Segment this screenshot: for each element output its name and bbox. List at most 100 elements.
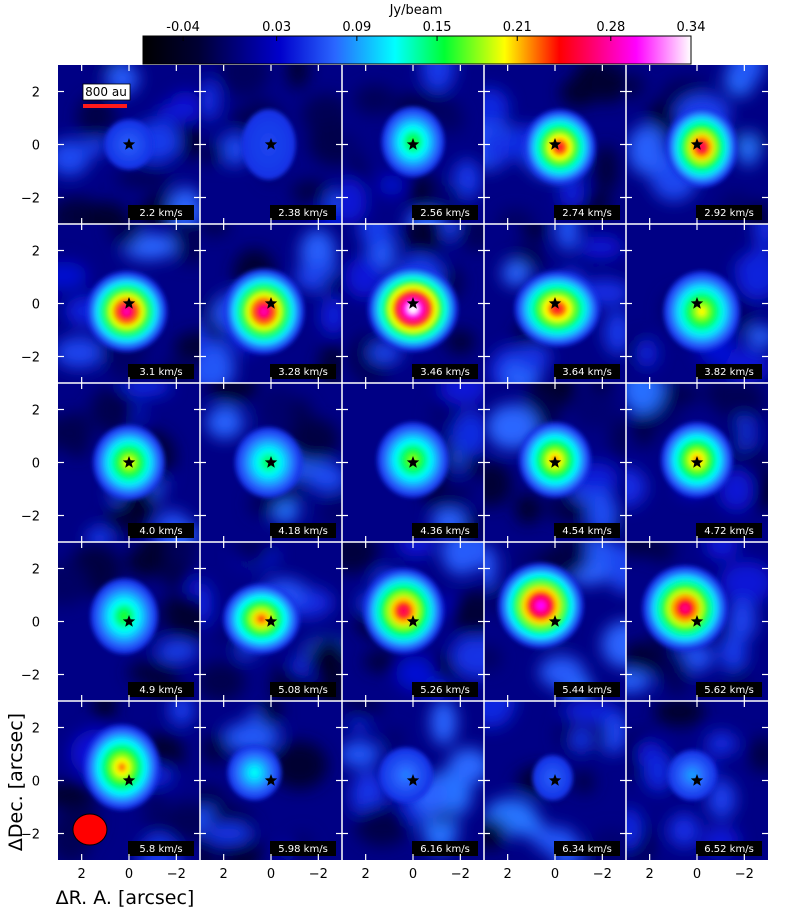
noise-blob [728, 65, 765, 85]
star-marker [690, 615, 704, 627]
colorbar: Jy/beam -0.04 0.03 0.09 0.15 0.21 0.28 0.34 [142, 3, 705, 65]
noise-blob [719, 634, 747, 671]
beam-ellipse [72, 813, 108, 846]
channel-panel: 3.28 km/s [200, 224, 342, 383]
emission-contour [402, 772, 409, 779]
y-tick-label: 2 [32, 563, 40, 578]
channel-panel: 5.44 km/s [484, 542, 626, 701]
velocity-label: 4.9 km/s [139, 685, 182, 696]
noise-blob [207, 383, 259, 401]
noise-blob [163, 801, 200, 842]
panel-separators [58, 65, 768, 860]
noise-blob [728, 599, 757, 641]
emission-contour [259, 306, 269, 317]
y-tick-label: 2 [32, 86, 40, 101]
noise-blob [169, 224, 200, 266]
y-tick-label: 0 [32, 775, 40, 790]
velocity-label: 5.44 km/s [562, 685, 612, 696]
noise-blob [720, 561, 768, 605]
noise-blob [570, 727, 592, 753]
velocity-label-box [696, 205, 762, 220]
noise-blob [626, 542, 656, 557]
x-tick-label: 2 [220, 867, 228, 882]
noise-blob [439, 383, 484, 406]
colorbar-ticks: -0.04 0.03 0.09 0.15 0.21 0.28 0.34 [166, 20, 705, 41]
star-marker [406, 456, 420, 468]
noise-blob [206, 405, 244, 439]
channel-panel: 6.16 km/s [342, 701, 484, 860]
colorbar-tick-label: 0.28 [596, 20, 625, 35]
channel-panel: 2.56 km/s [342, 65, 484, 224]
star-marker [548, 456, 562, 468]
velocity-label-box [270, 205, 336, 220]
colorbar-tick-label: 0.03 [262, 20, 291, 35]
x-axis-title: ΔR. A. [arcsec] [56, 887, 195, 909]
noise-blob [397, 542, 436, 558]
noise-blob [342, 740, 380, 768]
star-marker [122, 297, 136, 309]
x-tick-label: 0 [551, 867, 559, 882]
channel-panel: 4.72 km/s [626, 383, 768, 542]
noise-blob [58, 261, 88, 290]
y-tick-label: 0 [32, 616, 40, 631]
noise-blob [706, 732, 737, 756]
noise-blob [522, 224, 547, 246]
noise-blob [168, 701, 195, 726]
star-marker [264, 138, 278, 150]
velocity-label: 6.34 km/s [562, 844, 612, 855]
y-axis-title: ΔDec. [arcsec] [5, 713, 27, 851]
channel-panel: 2.38 km/s [200, 65, 342, 224]
noise-blob [367, 342, 403, 364]
velocity-label-box [554, 682, 620, 697]
x-tick-label: 2 [78, 867, 86, 882]
scale-bar-label: 800 au [85, 85, 127, 99]
x-tick-label: 0 [409, 867, 417, 882]
noise-blob [165, 542, 198, 566]
noise-blob [664, 651, 690, 697]
channel-panels: 2.2 km/s 800 au 2.38 km/s 2.56 km/s 2.74 km/… [58, 65, 768, 860]
noise-blob [200, 581, 213, 625]
emission-contour [117, 762, 127, 773]
noise-blob [289, 398, 312, 423]
noise-blob [86, 526, 114, 542]
velocity-label-box [696, 523, 762, 538]
x-tick-label: −2 [593, 867, 612, 882]
noise-blob [173, 331, 200, 362]
velocity-label-box [270, 364, 336, 379]
noise-blob [127, 659, 180, 686]
velocity-label: 5.62 km/s [704, 685, 754, 696]
noise-blob [563, 701, 618, 723]
noise-blob [717, 383, 765, 425]
noise-blob [116, 383, 172, 397]
noise-blob [484, 818, 508, 850]
noise-blob [452, 411, 484, 456]
star-marker [406, 774, 420, 786]
channel-panel: 4.18 km/s [200, 383, 342, 542]
star-marker [264, 774, 278, 786]
noise-blob [306, 463, 342, 492]
velocity-label: 5.98 km/s [278, 844, 328, 855]
scale-bar-line [83, 104, 127, 108]
emission-contour [120, 612, 129, 621]
star-marker [264, 456, 278, 468]
velocity-label: 5.26 km/s [420, 685, 470, 696]
velocity-label-box [554, 841, 620, 856]
velocity-label: 6.52 km/s [704, 844, 754, 855]
star-marker [406, 297, 420, 309]
y-tick-label: −2 [21, 192, 40, 207]
noise-blob [434, 484, 473, 510]
noise-blob [653, 701, 706, 727]
y-tick-label: 2 [32, 404, 40, 419]
velocity-label: 4.18 km/s [278, 526, 328, 537]
noise-blob [222, 722, 279, 753]
velocity-label: 2.74 km/s [562, 208, 612, 219]
noise-blob [486, 404, 539, 450]
velocity-label-box [554, 364, 620, 379]
noise-blob [323, 271, 342, 307]
noise-blob [58, 336, 105, 369]
channel-panel: 4.54 km/s [484, 383, 626, 542]
y-tick-label: −2 [21, 351, 40, 366]
noise-blob [626, 383, 664, 414]
noise-blob [156, 102, 200, 123]
